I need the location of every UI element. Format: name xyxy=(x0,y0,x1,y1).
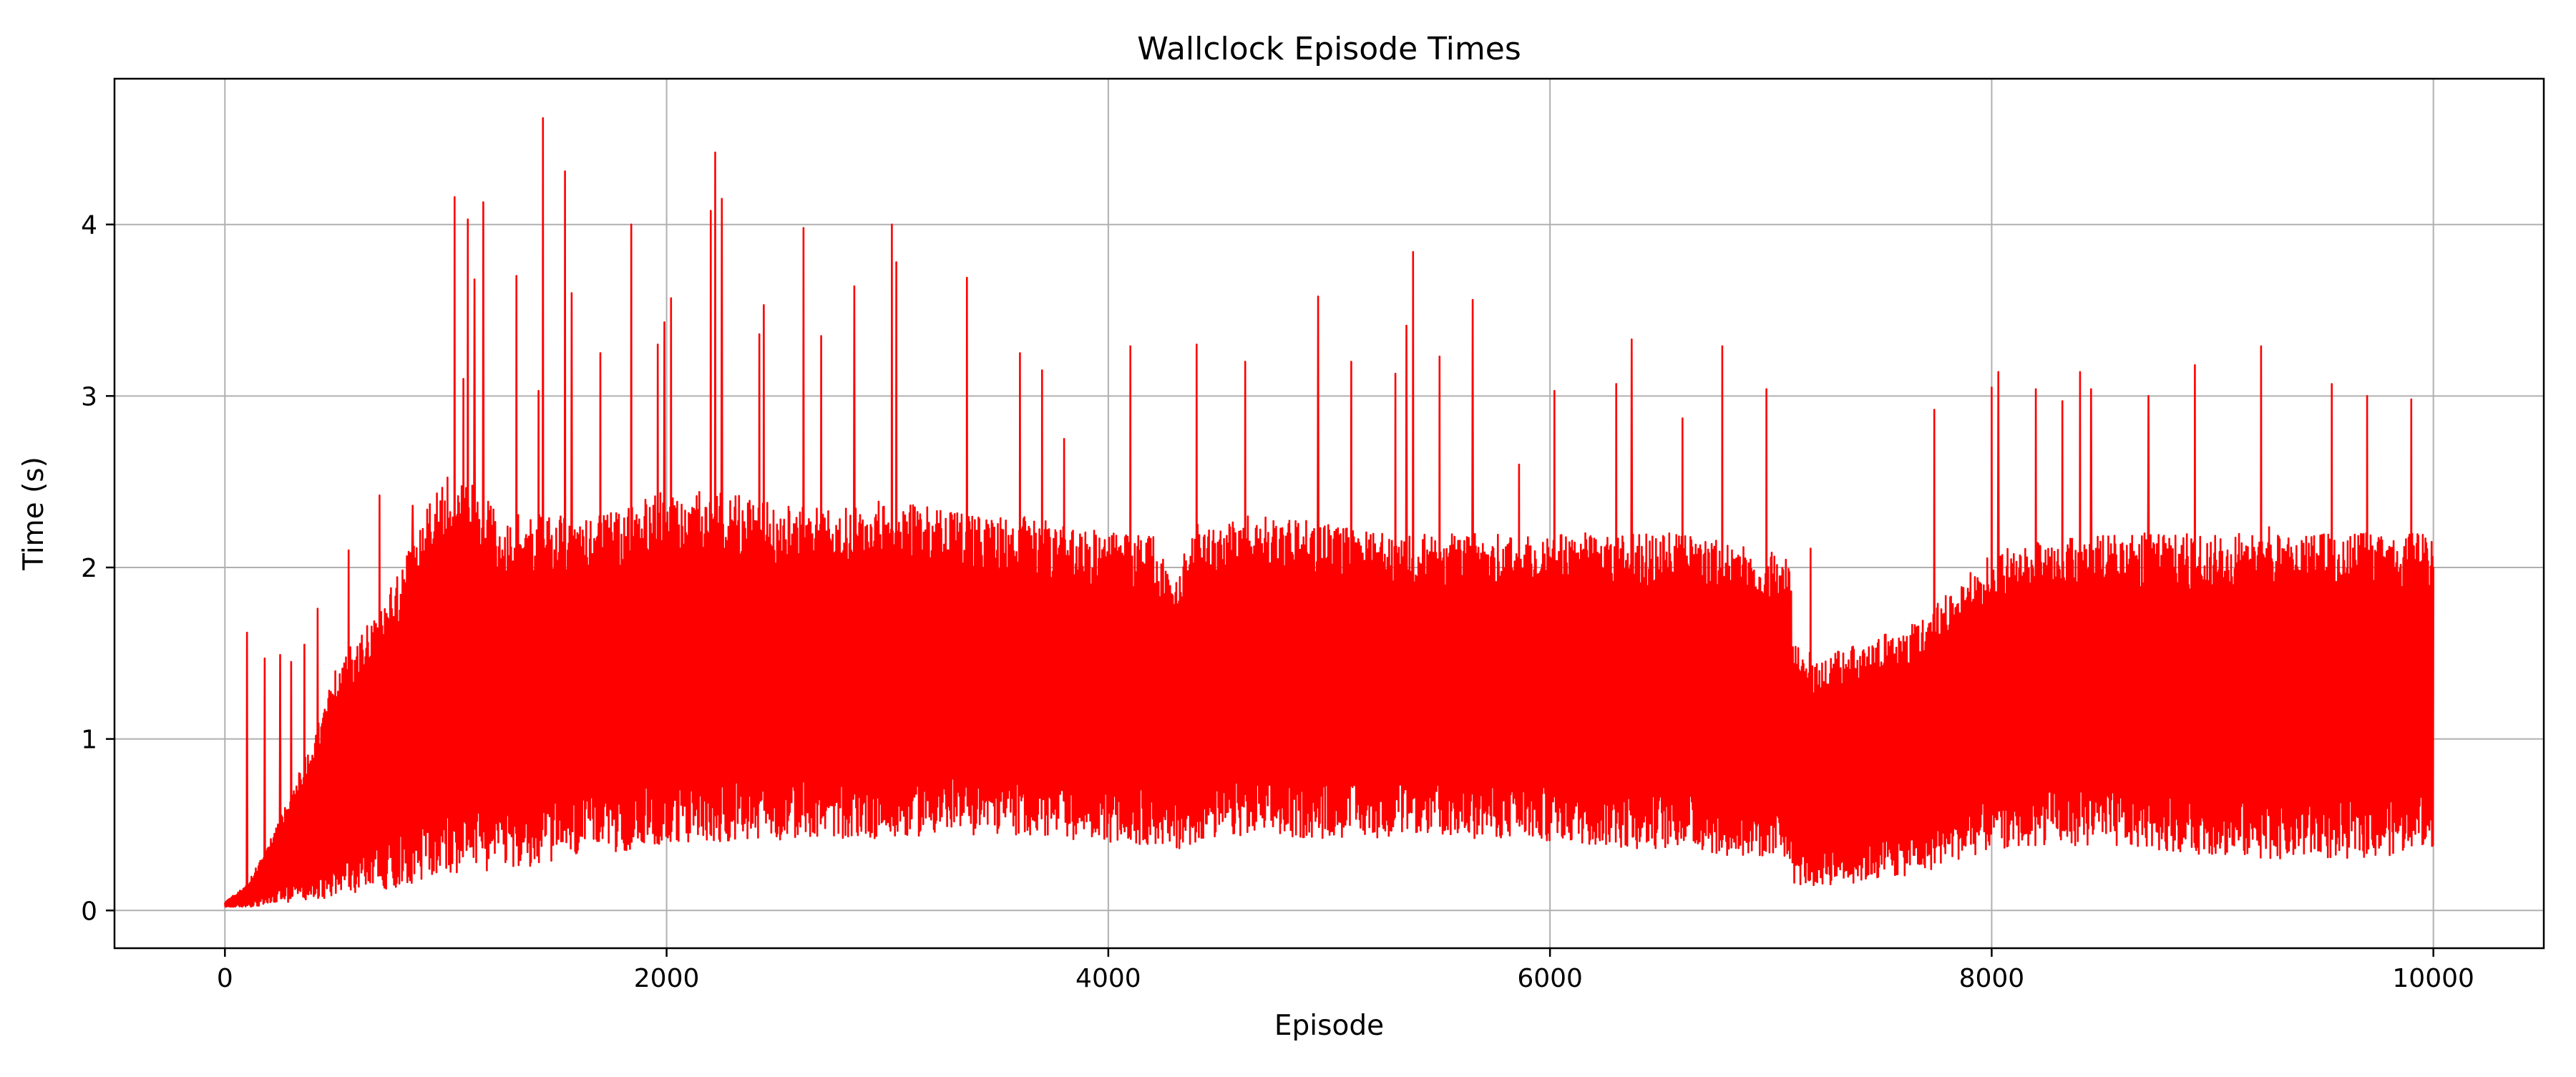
plot-area xyxy=(224,117,2434,908)
plot-frame xyxy=(113,77,2545,950)
x-tick-label: 4000 xyxy=(1075,964,1141,993)
x-axis-label: Episode xyxy=(1274,1010,1384,1042)
axes: 0 2000 4000 6000 8000 10000 0 1 2 3 4 xyxy=(81,211,2474,993)
x-tick-label: 8000 xyxy=(1959,964,2025,993)
y-tick-label: 1 xyxy=(81,726,97,755)
x-tick-label: 2000 xyxy=(634,964,700,993)
series-line xyxy=(224,117,2434,908)
y-axis-label: Time (s) xyxy=(18,457,50,571)
y-tick-label: 3 xyxy=(81,382,97,411)
x-tick-label: 6000 xyxy=(1517,964,1583,993)
y-tick-label: 2 xyxy=(81,554,97,583)
x-tick-label: 0 xyxy=(217,964,233,993)
x-tick-label: 10000 xyxy=(2392,964,2474,993)
y-tick-label: 0 xyxy=(81,897,97,926)
y-tick-label: 4 xyxy=(81,211,97,240)
chart-title: Wallclock Episode Times xyxy=(1137,31,1521,67)
